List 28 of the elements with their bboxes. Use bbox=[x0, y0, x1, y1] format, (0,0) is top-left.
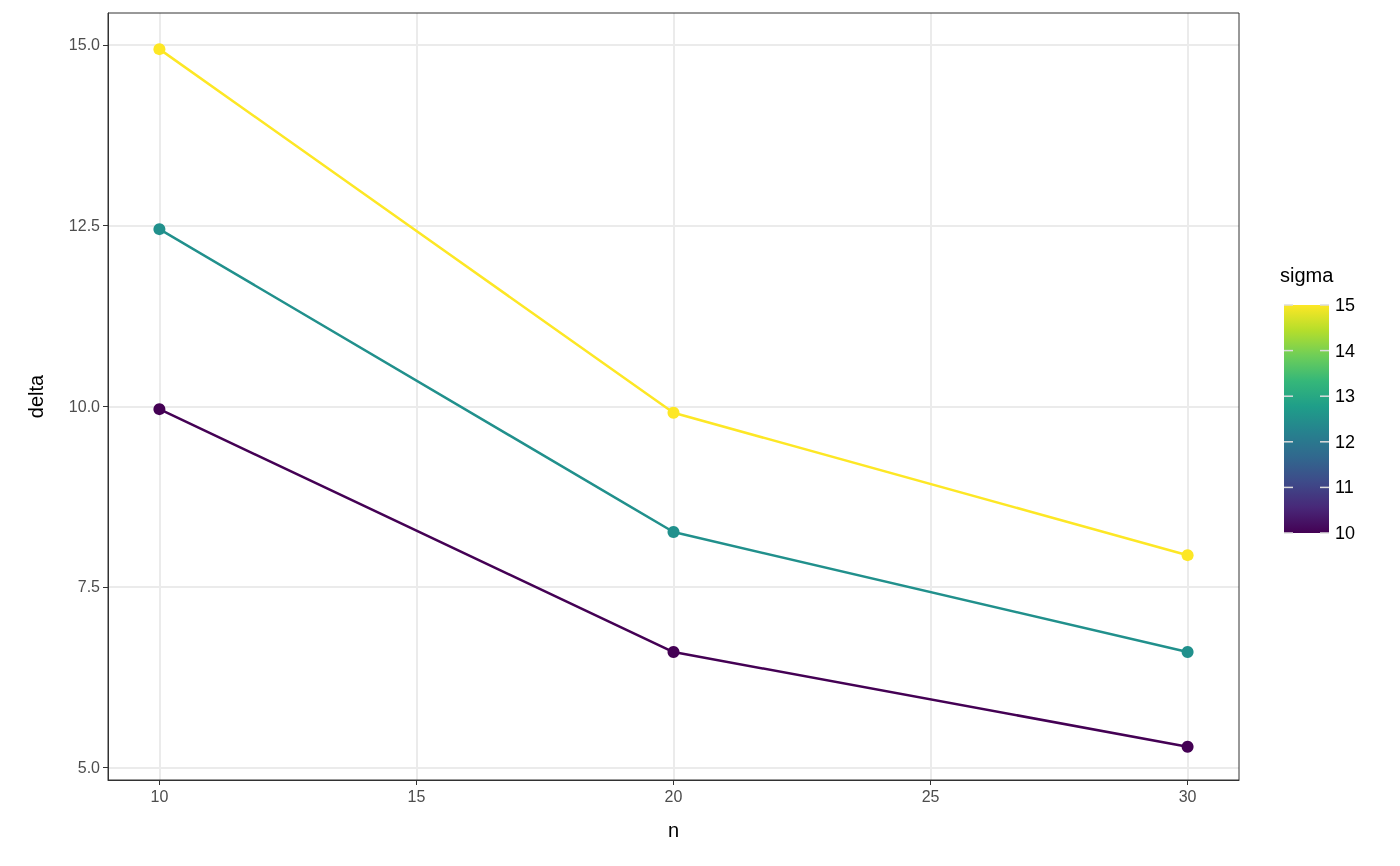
x-tick-label: 10 bbox=[150, 787, 169, 805]
color-bar-label: 11 bbox=[1335, 477, 1354, 498]
color-bar-label: 10 bbox=[1335, 523, 1356, 543]
point bbox=[1181, 549, 1194, 562]
point bbox=[153, 223, 166, 236]
point bbox=[667, 646, 680, 659]
y-tick-label: 12.5 bbox=[68, 217, 101, 235]
point bbox=[153, 43, 166, 56]
x-tick-label: 25 bbox=[921, 787, 940, 805]
color-bar-label: 14 bbox=[1335, 340, 1356, 361]
y-tick-label: 5.0 bbox=[77, 759, 101, 777]
point bbox=[667, 526, 680, 539]
color-bar-label: 15 bbox=[1335, 295, 1356, 315]
y-tick-label: 10.0 bbox=[68, 397, 101, 415]
color-bar-label: 12 bbox=[1335, 431, 1356, 452]
point bbox=[1181, 740, 1194, 753]
point bbox=[153, 403, 166, 416]
y-tick-label: 7.5 bbox=[77, 578, 101, 596]
x-tick-label: 15 bbox=[407, 787, 426, 805]
y-tick-label: 15.0 bbox=[68, 36, 101, 54]
x-tick-label: 30 bbox=[1178, 787, 1197, 805]
point bbox=[667, 406, 680, 419]
color-bar-label: 13 bbox=[1335, 386, 1356, 407]
point bbox=[1181, 646, 1194, 659]
y-axis-title: delta bbox=[25, 373, 47, 419]
x-axis-title: n bbox=[667, 819, 680, 841]
color-bar-title: sigma bbox=[1280, 264, 1335, 286]
x-tick-label: 20 bbox=[664, 787, 683, 805]
